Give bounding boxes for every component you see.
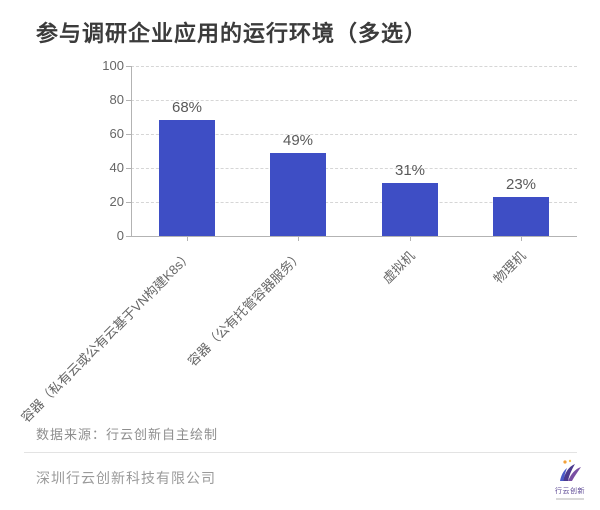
y-tick-label-40: 40 <box>109 160 124 175</box>
gridline-100 <box>131 66 577 67</box>
bar-value-label: 49% <box>282 132 314 149</box>
gridline-80 <box>131 100 577 101</box>
y-tick-label-80: 80 <box>109 92 124 107</box>
gridline-20 <box>131 202 577 203</box>
y-tick-mark <box>126 202 131 203</box>
logo-subline <box>556 498 584 500</box>
y-tick-label-60: 60 <box>109 126 124 141</box>
footer-divider <box>24 452 577 453</box>
logo-text: 行云创新 <box>555 488 585 495</box>
x-category-label: 容器（私有云或公有云基于VN构建K8s） <box>17 248 195 426</box>
y-tick-mark <box>126 236 131 237</box>
gridline-60 <box>131 134 577 135</box>
bar-physical-machine <box>493 197 549 236</box>
logo-swoosh-icon <box>555 459 585 487</box>
bar-virtual-machine <box>382 183 438 236</box>
y-axis-line <box>131 66 132 236</box>
x-category-label: 虚拟机 <box>379 248 418 287</box>
gridline-40 <box>131 168 577 169</box>
bar-value-label: 23% <box>505 176 537 193</box>
x-tick-mark <box>521 237 522 241</box>
company-logo: 行云创新 <box>550 459 590 500</box>
y-tick-label-0: 0 <box>116 228 124 243</box>
chart-title: 参与调研企业应用的运行环境（多选） <box>36 16 427 48</box>
bar-value-label: 31% <box>394 162 426 179</box>
x-category-label: 容器（公有托管容器服务） <box>184 248 306 370</box>
x-tick-mark <box>410 237 411 241</box>
x-axis-line <box>131 236 577 237</box>
x-tick-mark <box>187 237 188 241</box>
x-category-label: 物理机 <box>490 248 529 287</box>
bar-container-hosted-service <box>270 153 326 236</box>
data-source-note: 数据来源：行云创新自主绘制 <box>36 427 219 442</box>
y-tick-label-20: 20 <box>109 194 124 209</box>
company-name: 深圳行云创新科技有限公司 <box>36 470 216 486</box>
y-tick-mark <box>126 100 131 101</box>
x-tick-mark <box>298 237 299 241</box>
chart-title-text: 参与调研企业应用的运行环境（多选） <box>36 21 428 46</box>
y-tick-mark <box>126 168 131 169</box>
bar-value-label: 68% <box>171 99 203 116</box>
y-tick-label-100: 100 <box>102 58 124 73</box>
bar-container-self-built-k8s <box>159 120 215 236</box>
y-tick-mark <box>126 66 131 67</box>
y-tick-mark <box>126 134 131 135</box>
